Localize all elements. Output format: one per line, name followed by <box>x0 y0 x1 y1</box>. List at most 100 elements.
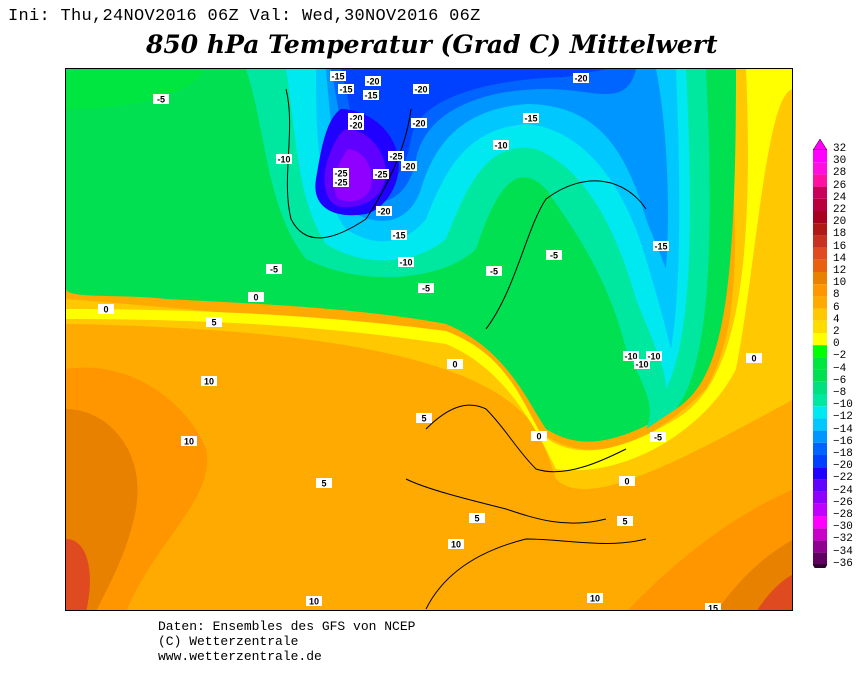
website-link[interactable]: www.wetterzentrale.de <box>158 649 322 664</box>
contour-label: 0 <box>751 354 756 364</box>
contour-label-bg <box>634 359 650 369</box>
contour-label-bg <box>266 264 282 274</box>
colorbar-bottom-arrow <box>812 564 828 568</box>
colorbar-label: 30 <box>833 155 847 168</box>
colorbar-label: −34 <box>833 545 853 558</box>
colorbar-swatch <box>813 174 827 187</box>
colorbar-swatch <box>813 284 827 297</box>
colorbar-swatch <box>813 223 827 236</box>
colorbar-label: −6 <box>833 374 847 387</box>
colorbar-label: 6 <box>833 301 840 314</box>
contour-label-bg <box>416 413 432 423</box>
colorbar-swatch <box>813 491 827 504</box>
field-12-14 <box>66 539 90 610</box>
contour-label-bg <box>650 432 666 442</box>
contour-label-bg <box>333 177 349 187</box>
contour-label-bg <box>469 513 485 523</box>
colorbar-label: 14 <box>833 252 847 265</box>
colorbar-label: 12 <box>833 265 847 277</box>
contour-label: -20 <box>414 85 427 95</box>
colorbar-label: −20 <box>833 460 853 473</box>
colorbar-swatch <box>813 516 827 529</box>
contour-label-bg <box>330 71 346 81</box>
colorbar-label: −36 <box>833 557 853 570</box>
contour-label-bg <box>646 351 662 361</box>
colorbar-label: −8 <box>833 387 847 399</box>
contour-label: -15 <box>331 72 344 82</box>
colorbar-label: 18 <box>833 228 847 241</box>
colorbar-swatch <box>813 198 827 211</box>
contour-label-bg <box>705 603 721 610</box>
colorbar-label: −22 <box>833 472 853 485</box>
contour-label: 15 <box>708 604 718 612</box>
colorbar-label: −14 <box>833 423 853 436</box>
colorbar-swatch <box>813 467 827 480</box>
colorbar-label: −16 <box>833 435 853 448</box>
contour-label: 10 <box>590 594 600 604</box>
contour-label-bg <box>619 476 635 486</box>
contour-label: -20 <box>349 121 362 131</box>
contour-label: -20 <box>366 77 379 87</box>
contour-label-bg <box>181 436 197 446</box>
colorbar-label: 10 <box>833 277 847 290</box>
colorbar-swatch <box>813 320 827 333</box>
contour-label-bg <box>401 161 417 171</box>
contour-label: 10 <box>204 377 214 387</box>
colorbar-swatch <box>813 528 827 541</box>
colorbar-label: 24 <box>833 191 847 204</box>
contour-label-bg <box>418 283 434 293</box>
contour-label-bg <box>365 76 381 86</box>
colorbar-swatch <box>813 333 827 346</box>
colorbar-swatch <box>813 540 827 553</box>
contour-label: -10 <box>635 360 648 370</box>
colorbar-swatch <box>813 345 827 358</box>
contour-label-bg <box>623 351 639 361</box>
contour-label-bg <box>391 230 407 240</box>
colorbar-label: −28 <box>833 509 853 521</box>
contour-label-bg <box>523 113 539 123</box>
contour-label-bg <box>411 118 427 128</box>
contour-label: 0 <box>103 305 108 315</box>
contour-label-bg <box>573 73 589 83</box>
colorbar-swatch <box>813 381 827 394</box>
colorbar-swatch <box>813 394 827 407</box>
colorbar-swatch <box>813 235 827 248</box>
footer: Daten: Ensembles des GFS von NCEP (C) We… <box>158 619 415 664</box>
contour-label-bg <box>306 596 322 606</box>
colorbar-swatch <box>813 186 827 199</box>
contour-label: -10 <box>647 352 660 362</box>
contour-label-bg <box>363 90 379 100</box>
colorbar-label: −10 <box>833 399 853 412</box>
contour-label: 5 <box>211 318 216 328</box>
contour-label: 10 <box>184 437 194 447</box>
contour-label-bg <box>653 241 669 251</box>
colorbar-label: −32 <box>833 533 853 546</box>
colorbar-swatch <box>813 272 827 285</box>
colorbar-swatch <box>813 162 827 175</box>
field-12-14-se <box>757 575 792 610</box>
contour-label: 0 <box>624 477 629 487</box>
colorbar-label: 22 <box>833 204 847 216</box>
contour-label-bg <box>531 431 547 441</box>
contour-label: -20 <box>412 119 425 129</box>
colorbar-swatch <box>813 369 827 382</box>
map-title: 850 hPa Temperatur (Grad C) Mittelwert <box>146 30 718 59</box>
contour-label: -25 <box>389 152 402 162</box>
contour-label-bg <box>338 84 354 94</box>
contour-label: -5 <box>157 95 165 105</box>
colorbar-swatch <box>813 357 827 370</box>
colorbar-label: −24 <box>833 484 853 497</box>
contour-label-bg <box>316 478 332 488</box>
contour-label: -10 <box>399 258 412 268</box>
contour-label-bg <box>398 257 414 267</box>
colorbar-swatch <box>813 418 827 431</box>
contour-label: -20 <box>377 207 390 217</box>
colorbar-swatch <box>813 406 827 419</box>
colorbar-swatch <box>813 430 827 443</box>
contour-label-bg <box>486 266 502 276</box>
field-minus26 <box>334 149 372 202</box>
contour-label: 0 <box>452 360 457 370</box>
colorbar-label: 16 <box>833 240 847 253</box>
contour-label: 0 <box>536 432 541 442</box>
coastlines <box>285 88 647 610</box>
